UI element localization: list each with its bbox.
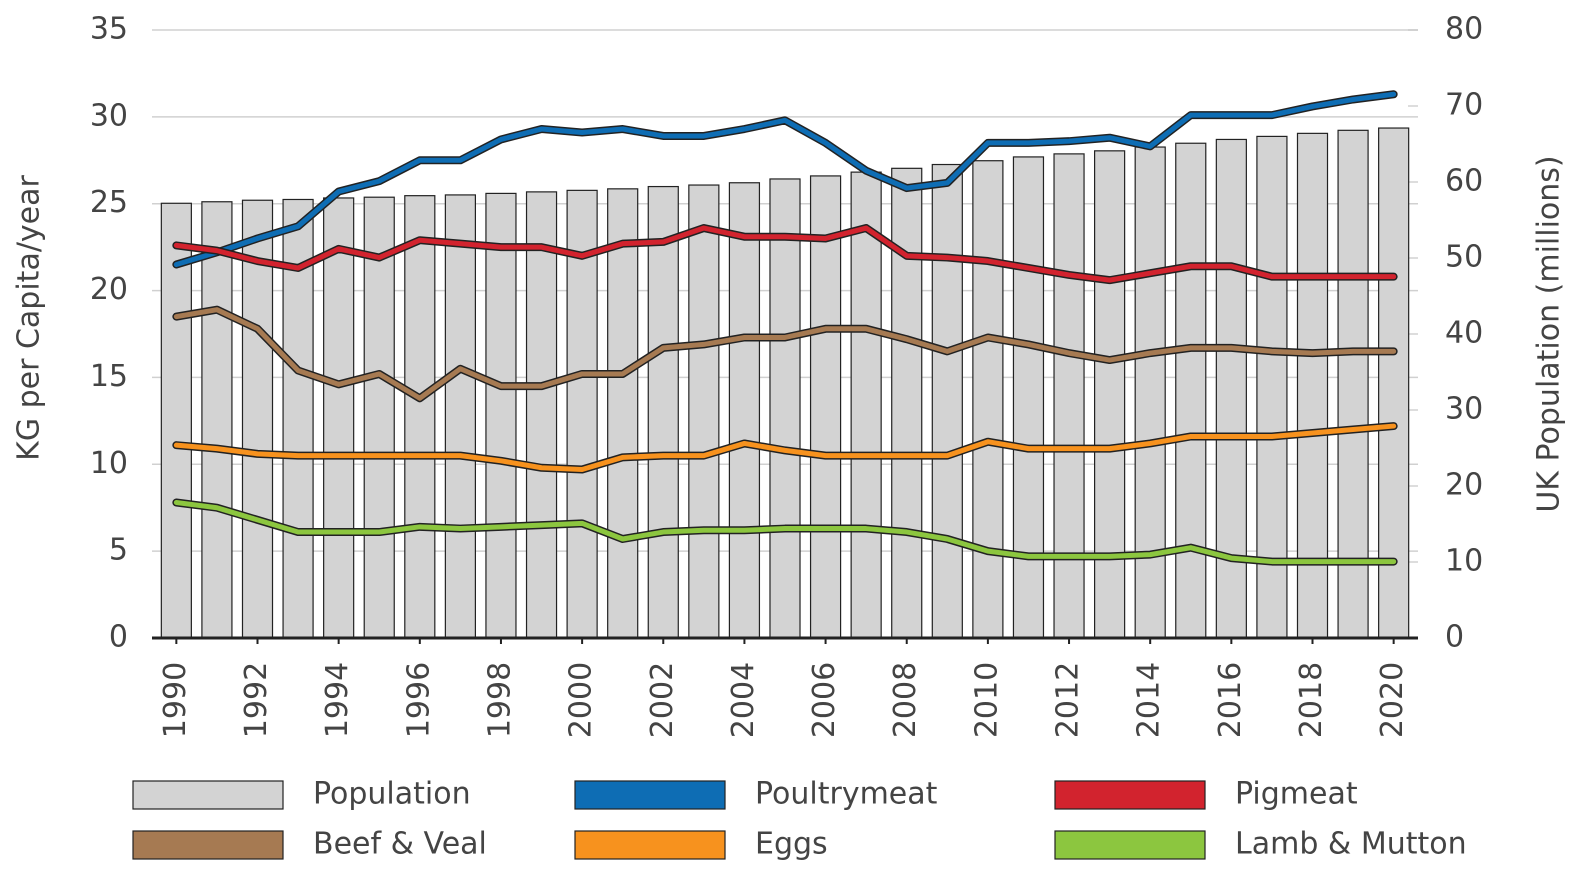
y2-tick-label: 70	[1445, 88, 1483, 123]
y2-tick-label: 10	[1445, 544, 1483, 579]
x-tick-label: 1994	[320, 662, 355, 738]
y2-tick-label: 80	[1445, 12, 1483, 47]
bar	[201, 201, 233, 639]
y2-tick-label: 50	[1445, 240, 1483, 275]
y-tick-label: 30	[90, 98, 128, 133]
x-tick-label: 2018	[1294, 662, 1329, 738]
x-tick-label: 2016	[1213, 662, 1248, 738]
bar	[1378, 127, 1410, 639]
legend-swatch	[1054, 780, 1206, 810]
bar	[485, 192, 517, 639]
y-tick-label: 25	[90, 185, 128, 220]
y-tick-label: 10	[90, 446, 128, 481]
bar	[444, 194, 476, 639]
y-tick-label: 5	[109, 533, 128, 568]
y-tick-label: 35	[90, 12, 128, 47]
x-tick-label: 2002	[645, 662, 680, 738]
bar	[1296, 132, 1329, 639]
x-tick-label: 2004	[726, 662, 761, 738]
x-tick-label: 1992	[239, 662, 274, 738]
legend-label: Eggs	[755, 827, 828, 862]
line	[173, 91, 1397, 268]
x-tick-label: 2010	[969, 662, 1004, 738]
x-tick-label: 2006	[807, 662, 842, 738]
line	[173, 225, 1397, 283]
x-tick-label: 1998	[482, 662, 517, 738]
bar	[809, 175, 842, 639]
y2-axis-label: UK Population (millions)	[1532, 155, 1567, 512]
legend-label: Beef & Veal	[313, 827, 487, 862]
x-tick-label: 1996	[401, 662, 436, 738]
y-tick-label: 15	[90, 359, 128, 394]
bar	[363, 196, 395, 639]
bar	[1337, 129, 1369, 639]
bar	[323, 197, 355, 639]
bar	[525, 191, 558, 639]
y2-tick-label: 30	[1445, 392, 1483, 427]
bar	[1134, 146, 1166, 639]
y2-tick-label: 0	[1445, 620, 1464, 655]
legend-swatch	[132, 780, 284, 810]
bar	[607, 188, 639, 639]
bar	[1175, 142, 1207, 639]
legend-swatch	[574, 780, 726, 810]
bar	[1094, 150, 1126, 639]
bar	[1053, 153, 1085, 639]
x-tick-label: 2008	[888, 662, 923, 738]
y-tick-label: 20	[90, 272, 128, 307]
x-tick-label: 2014	[1132, 662, 1167, 738]
bar	[769, 178, 801, 639]
line	[173, 500, 1397, 565]
y2-tick-label: 60	[1445, 164, 1483, 199]
x-tick-label: 2020	[1375, 662, 1410, 738]
legend-swatch	[574, 830, 726, 860]
bar	[728, 182, 761, 639]
y-axis-label: KG per Capita/year	[12, 174, 47, 460]
bar	[850, 171, 882, 639]
bar	[1215, 138, 1247, 639]
bar	[891, 167, 923, 639]
bar	[931, 163, 963, 639]
line	[173, 307, 1397, 401]
y2-tick-label: 40	[1445, 316, 1483, 351]
legend-swatch	[1054, 830, 1206, 860]
x-tick-label: 1990	[158, 662, 193, 738]
bar	[647, 185, 679, 639]
legend-label: Pigmeat	[1235, 777, 1358, 812]
legend-label: Lamb & Mutton	[1235, 827, 1467, 862]
bar	[160, 202, 192, 639]
legend-label: Poultrymeat	[755, 777, 938, 812]
bar	[566, 189, 598, 639]
legend-label: Population	[313, 777, 471, 812]
x-tick-label: 2012	[1051, 662, 1086, 738]
bar	[404, 195, 436, 639]
y-tick-label: 0	[109, 620, 128, 655]
bar	[688, 184, 720, 639]
legend-swatch	[132, 830, 284, 860]
bar	[241, 199, 274, 639]
y2-tick-label: 20	[1445, 468, 1483, 503]
bar	[972, 160, 1004, 639]
x-tick-label: 2000	[564, 662, 599, 738]
line	[173, 423, 1397, 472]
bar	[1256, 135, 1288, 639]
bar	[1012, 156, 1045, 639]
